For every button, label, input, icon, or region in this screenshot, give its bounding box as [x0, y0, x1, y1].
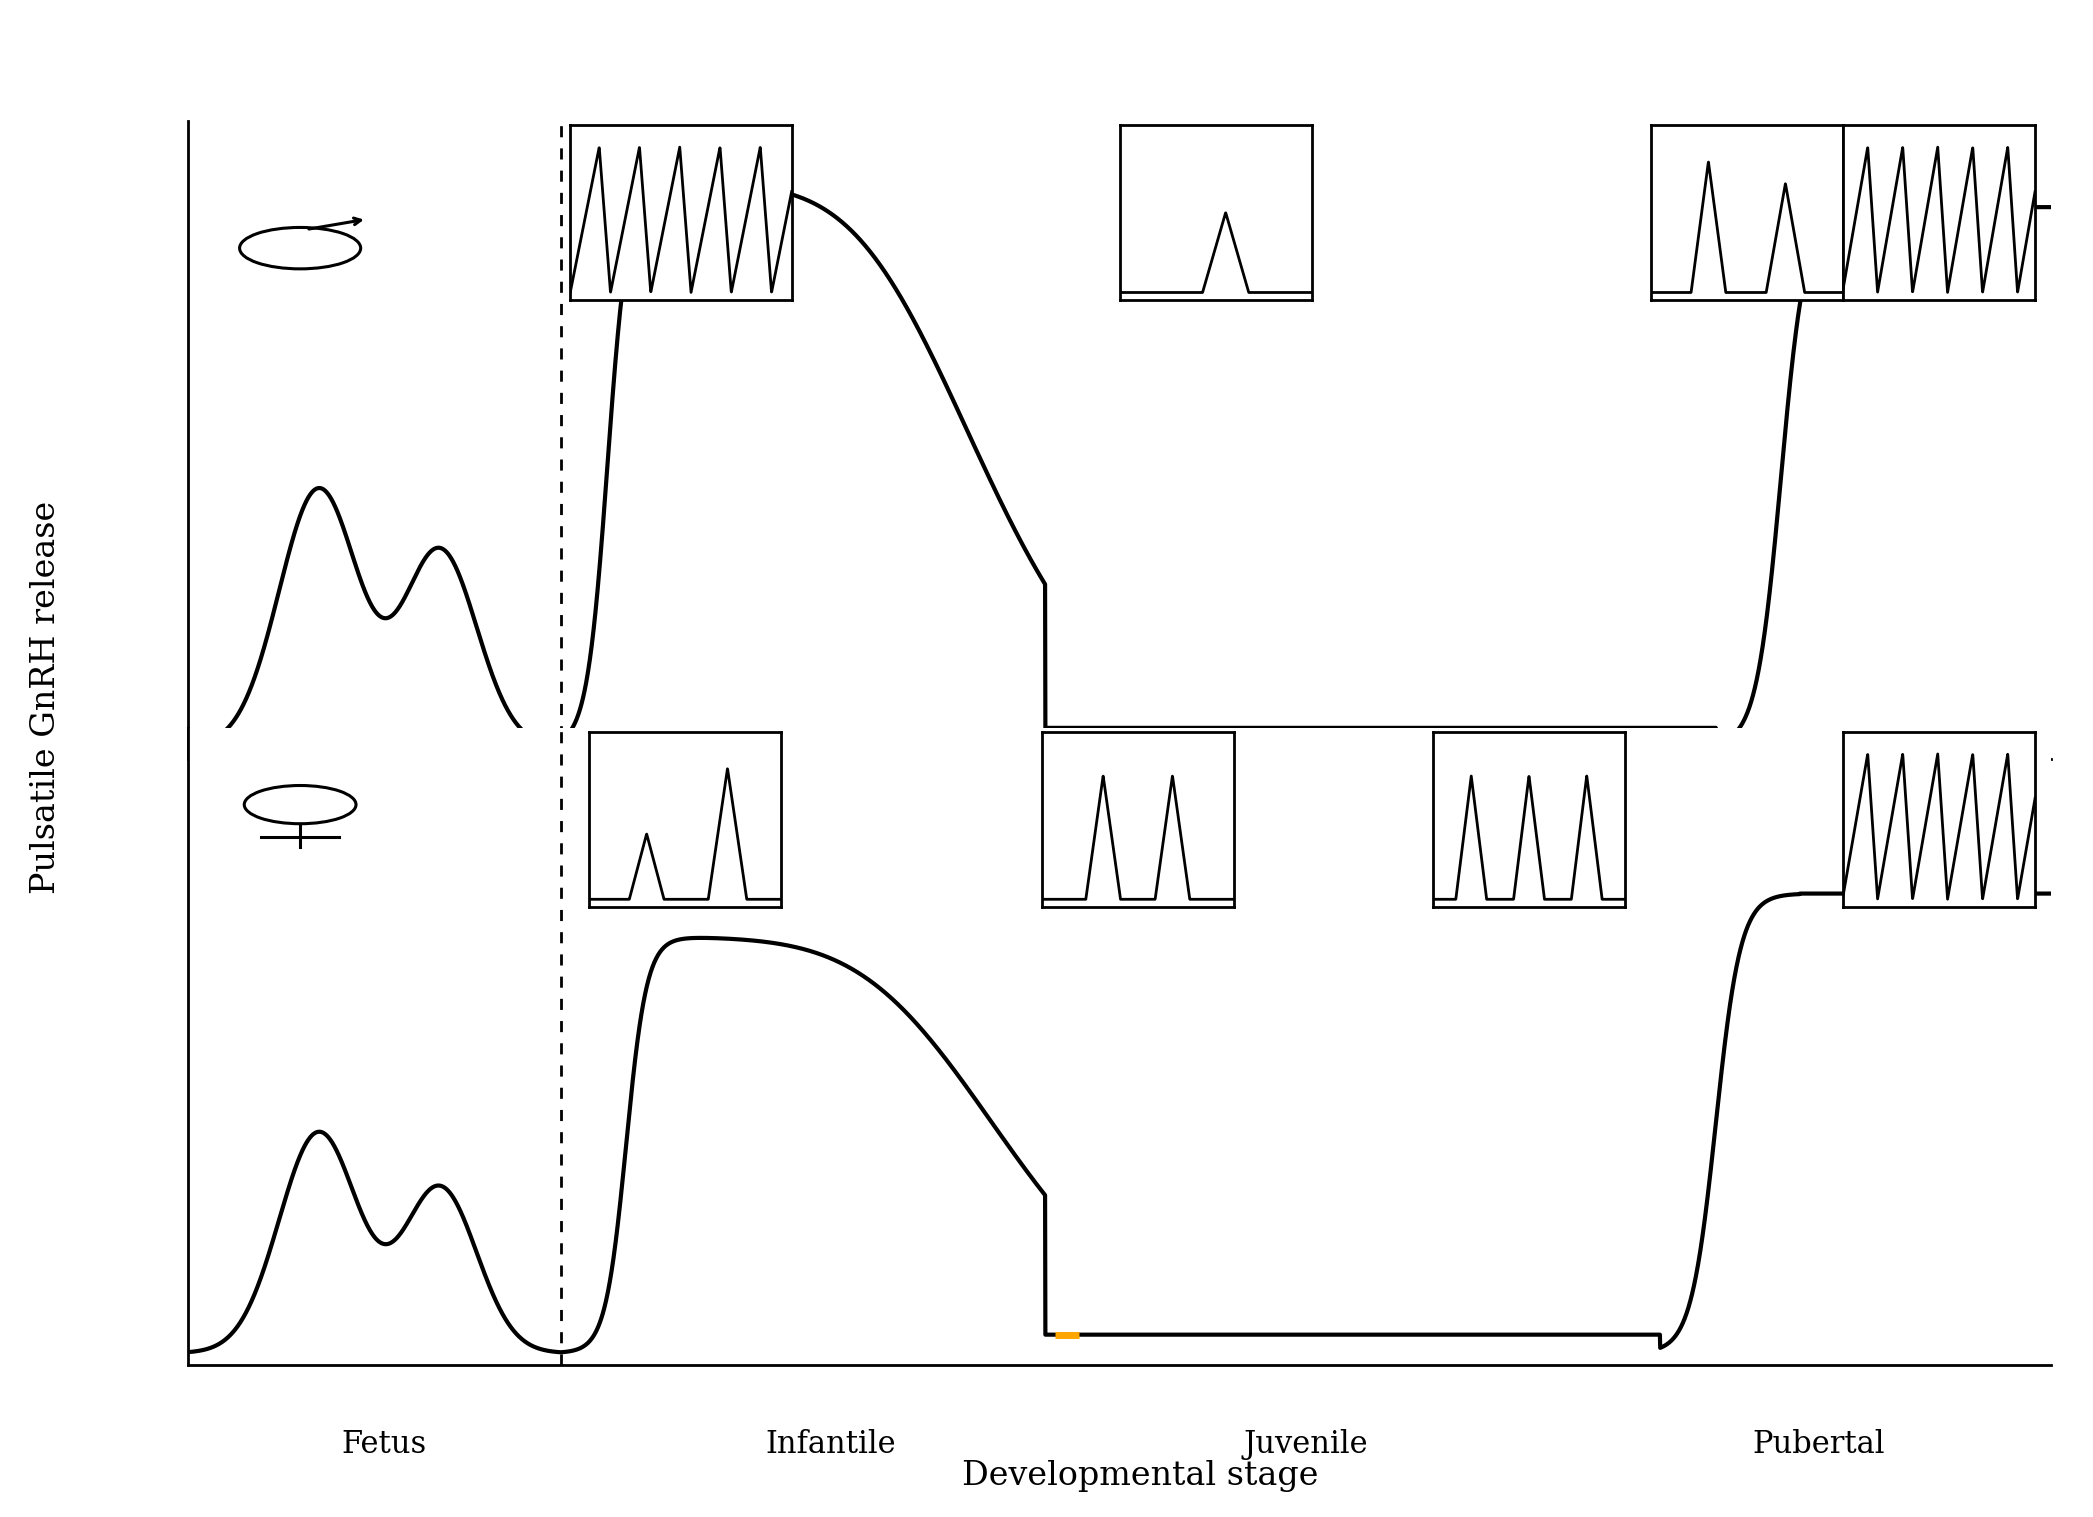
Text: Pubertal: Pubertal — [1752, 1429, 1884, 1459]
Text: Infantile: Infantile — [766, 1429, 896, 1459]
Text: Juvenile: Juvenile — [1243, 1429, 1369, 1459]
Text: Fetus: Fetus — [341, 1429, 427, 1459]
Text: Developmental stage: Developmental stage — [963, 1459, 1319, 1493]
Text: Pulsatile GnRH release: Pulsatile GnRH release — [29, 501, 63, 895]
